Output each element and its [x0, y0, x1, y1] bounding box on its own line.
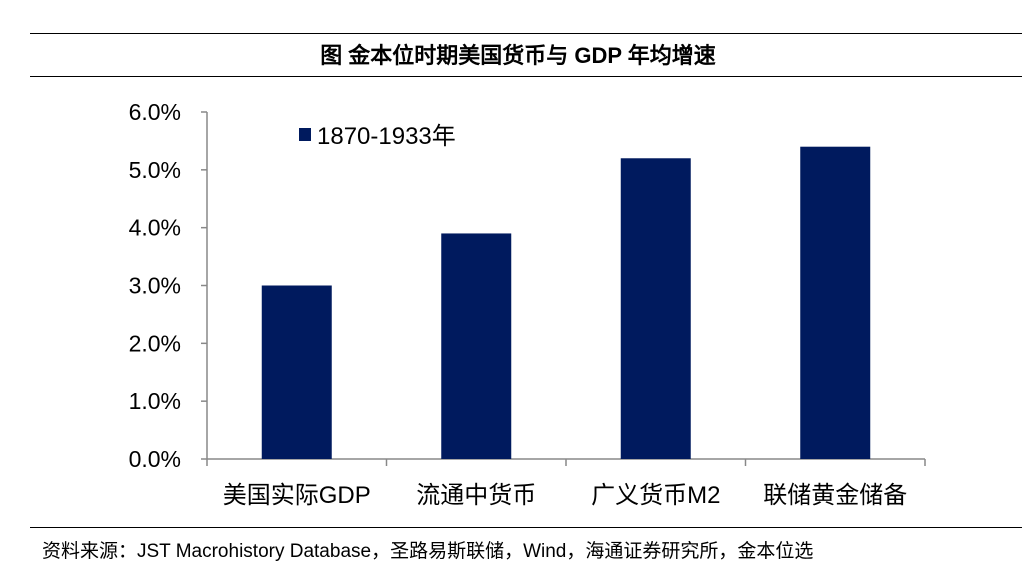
x-category-label: 联储黄金储备	[763, 482, 907, 509]
y-tick-label: 3.0%	[129, 273, 181, 299]
title-bottom-rule	[30, 76, 1022, 77]
x-category-label: 流通中货币	[416, 482, 536, 509]
bar-3	[620, 158, 691, 459]
legend-swatch	[299, 128, 311, 141]
title-top-rule	[30, 33, 1022, 34]
y-tick-label: 0.0%	[129, 446, 181, 472]
bar-4	[800, 146, 871, 459]
legend-label: 1870-1933年	[317, 123, 456, 150]
x-category-label: 广义货币M2	[591, 482, 720, 509]
bar-1	[261, 285, 332, 459]
y-tick-label: 1.0%	[129, 388, 181, 414]
x-category-label: 美国实际GDP	[223, 482, 371, 509]
source-note: 资料来源：JST Macrohistory Database，圣路易斯联储，Wi…	[42, 541, 814, 562]
bar-2	[441, 233, 512, 459]
y-tick-label: 6.0%	[129, 99, 181, 125]
footer-rule	[30, 527, 1022, 528]
chart-title: 图 金本位时期美国货币与 GDP 年均增速	[320, 43, 716, 68]
y-tick-label: 4.0%	[129, 215, 181, 241]
y-tick-label: 5.0%	[129, 157, 181, 183]
y-tick-label: 2.0%	[129, 330, 181, 356]
